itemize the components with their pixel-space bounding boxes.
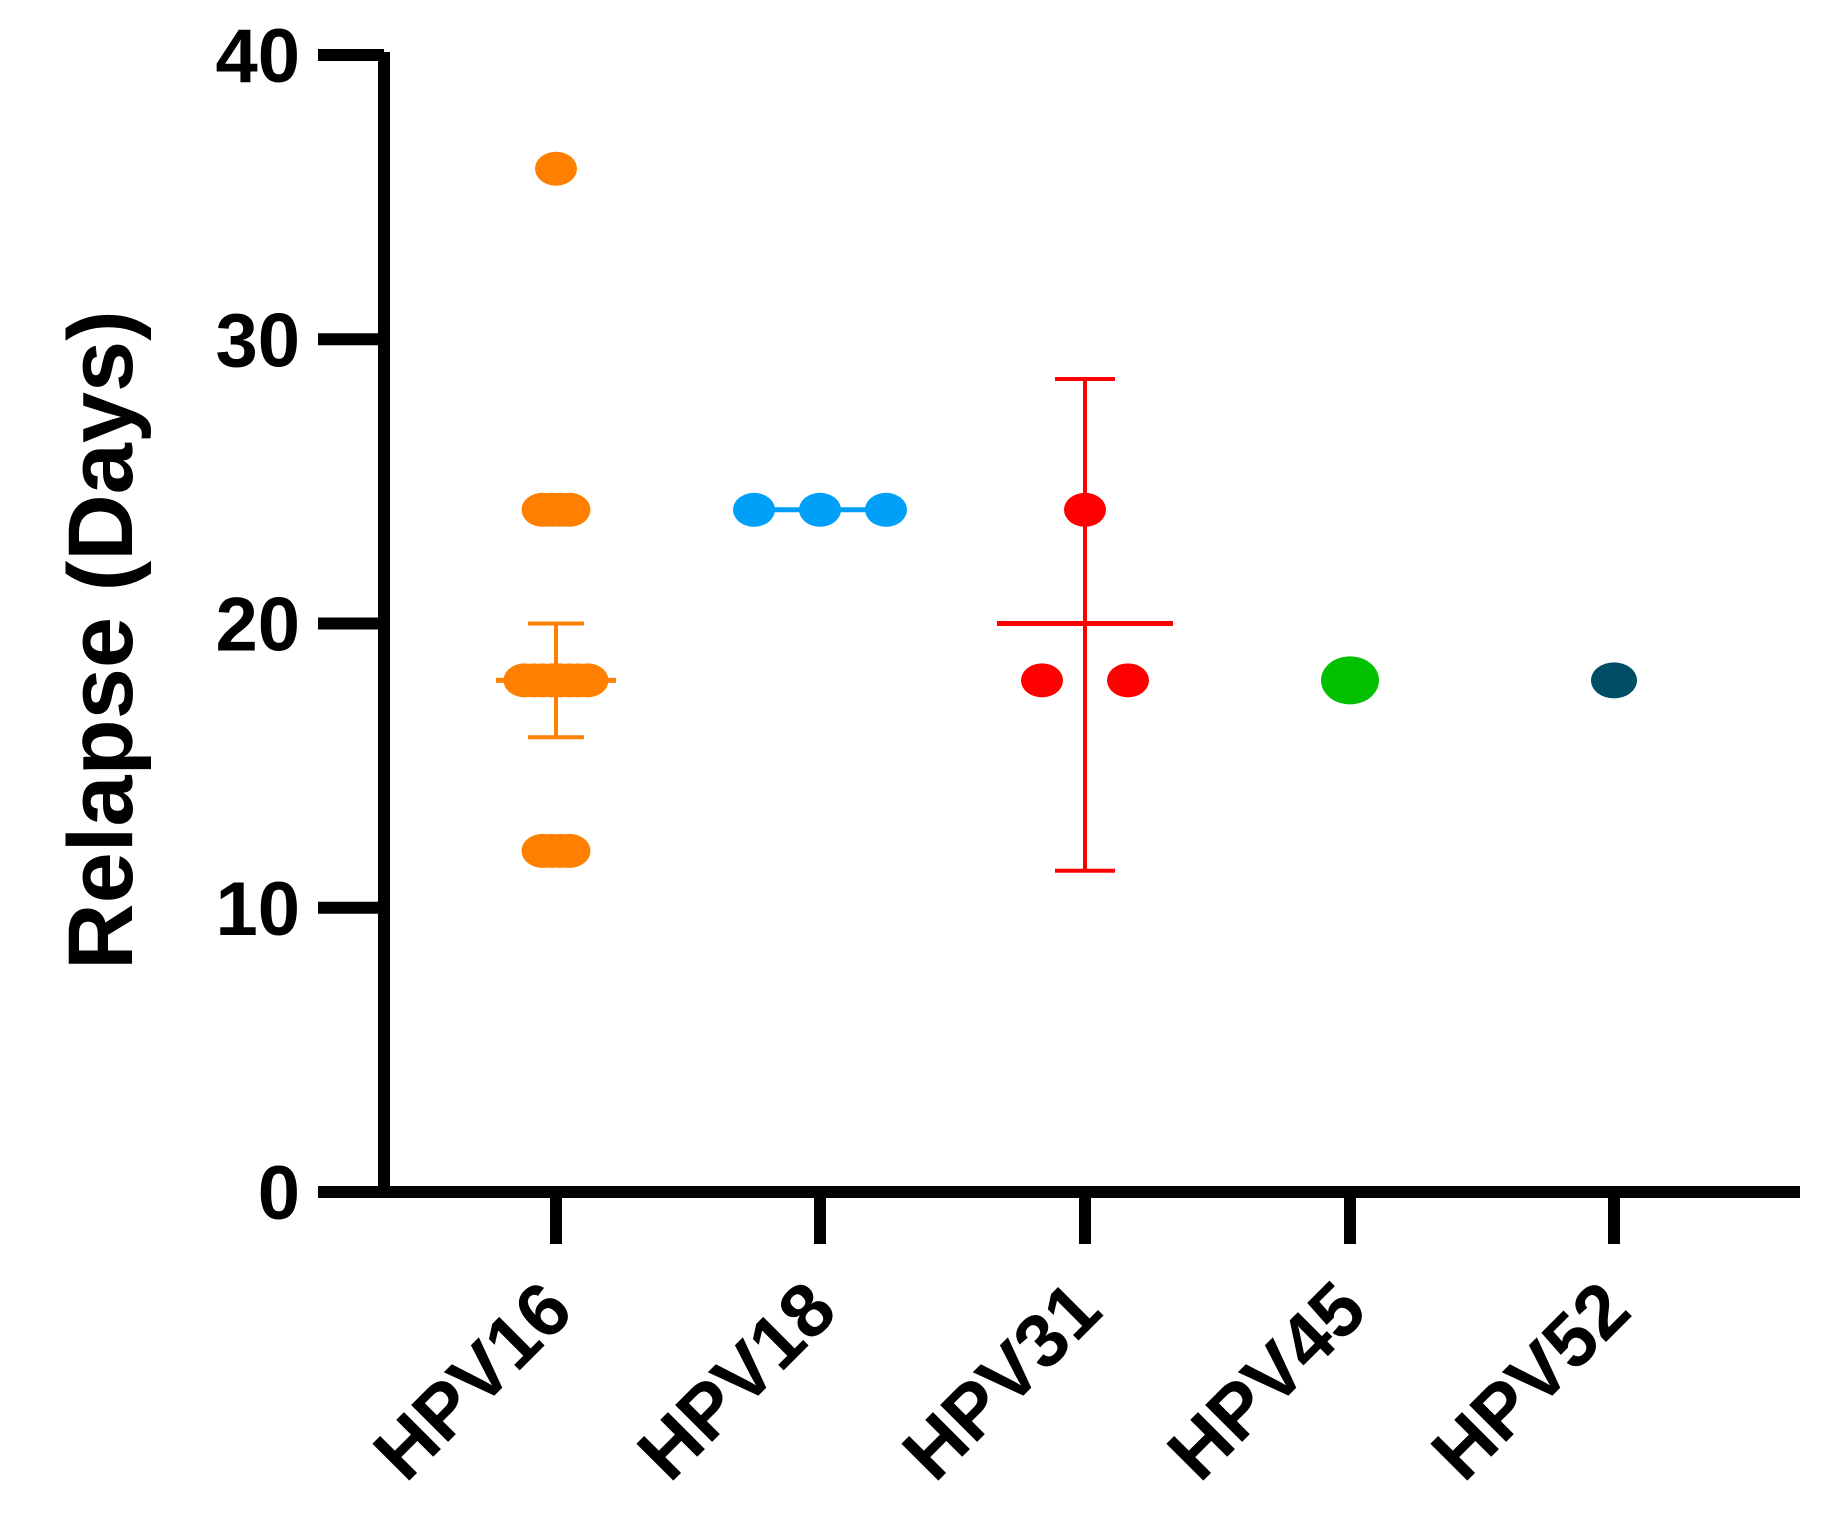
y-tick-label: 0 bbox=[258, 1151, 300, 1236]
y-ticks: 0 10 20 30 40 bbox=[215, 14, 384, 1236]
data-point-hpv52 bbox=[1591, 662, 1637, 699]
y-tick-label: 30 bbox=[215, 298, 300, 383]
data-point-hpv16 bbox=[566, 663, 609, 698]
data-point-hpv31 bbox=[1064, 492, 1106, 527]
x-tick-label: HPV18 bbox=[622, 1266, 852, 1496]
data-point-hpv31 bbox=[1107, 663, 1149, 698]
data-point-hpv16 bbox=[548, 833, 591, 868]
data-point-hpv31 bbox=[1021, 663, 1063, 698]
data-point-hpv16 bbox=[535, 151, 577, 186]
data-point-hpv18 bbox=[865, 492, 907, 527]
data-point-hpv18 bbox=[799, 492, 841, 527]
x-ticks: HPV16 HPV18 HPV31 HPV45 HPV52 bbox=[358, 1192, 1646, 1496]
x-tick-label: HPV16 bbox=[358, 1266, 588, 1496]
y-tick-label: 40 bbox=[215, 14, 300, 99]
x-tick-label: HPV31 bbox=[887, 1266, 1117, 1496]
y-tick-label: 20 bbox=[215, 583, 300, 668]
data-points bbox=[503, 151, 1637, 868]
y-tick-label: 10 bbox=[215, 867, 300, 952]
x-tick-label: HPV45 bbox=[1152, 1266, 1382, 1496]
data-point-hpv16 bbox=[548, 492, 591, 527]
x-tick-label: HPV52 bbox=[1416, 1266, 1646, 1496]
data-point-hpv18 bbox=[733, 492, 775, 527]
data-point-hpv45 bbox=[1321, 656, 1379, 705]
error-bars bbox=[496, 377, 1173, 873]
y-axis-title: Relapse (Days) bbox=[50, 310, 152, 970]
